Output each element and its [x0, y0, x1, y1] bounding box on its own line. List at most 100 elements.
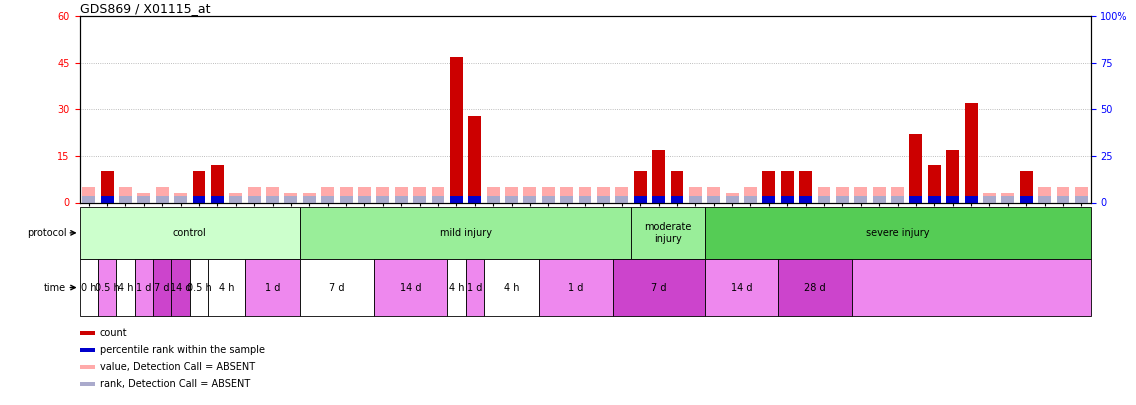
- Bar: [540, 259, 612, 316]
- Bar: [172, 259, 190, 316]
- Bar: [245, 259, 300, 316]
- Bar: [506, 187, 518, 202]
- Bar: [450, 196, 462, 202]
- Bar: [82, 196, 95, 202]
- Bar: [174, 196, 187, 202]
- Bar: [248, 187, 260, 202]
- Bar: [854, 187, 867, 202]
- Text: 1 d: 1 d: [467, 283, 483, 292]
- Bar: [578, 196, 592, 202]
- Text: 0.5 h: 0.5 h: [186, 283, 211, 292]
- Text: rank, Detection Call = ABSENT: rank, Detection Call = ABSENT: [100, 379, 250, 389]
- Bar: [1002, 196, 1014, 202]
- Bar: [211, 196, 224, 202]
- Bar: [928, 165, 941, 202]
- Bar: [450, 57, 462, 202]
- Bar: [300, 207, 630, 259]
- Bar: [303, 193, 316, 202]
- Bar: [578, 187, 592, 202]
- Bar: [1075, 187, 1088, 202]
- Bar: [946, 196, 959, 202]
- Text: 14 d: 14 d: [400, 283, 421, 292]
- Bar: [80, 382, 95, 386]
- Bar: [80, 348, 95, 352]
- Bar: [1020, 196, 1033, 202]
- Bar: [116, 259, 135, 316]
- Bar: [1002, 193, 1014, 202]
- Bar: [612, 259, 704, 316]
- Text: 0.5 h: 0.5 h: [94, 283, 119, 292]
- Bar: [708, 196, 720, 202]
- Bar: [872, 196, 886, 202]
- Bar: [395, 196, 408, 202]
- Bar: [156, 196, 168, 202]
- Text: severe injury: severe injury: [866, 228, 929, 238]
- Text: 1 d: 1 d: [568, 283, 584, 292]
- Bar: [704, 207, 1091, 259]
- Bar: [98, 259, 116, 316]
- Bar: [854, 196, 867, 202]
- Bar: [229, 196, 242, 202]
- Bar: [321, 187, 334, 202]
- Bar: [688, 196, 702, 202]
- Text: count: count: [100, 328, 127, 338]
- Bar: [448, 259, 466, 316]
- Bar: [872, 187, 886, 202]
- Bar: [376, 196, 390, 202]
- Text: GDS869 / X01115_at: GDS869 / X01115_at: [80, 2, 210, 15]
- Bar: [266, 187, 279, 202]
- Bar: [303, 196, 316, 202]
- Bar: [652, 196, 665, 202]
- Bar: [193, 171, 206, 202]
- Bar: [630, 207, 704, 259]
- Bar: [266, 196, 279, 202]
- Bar: [652, 150, 665, 202]
- Bar: [395, 187, 408, 202]
- Bar: [726, 193, 738, 202]
- Bar: [616, 196, 628, 202]
- Bar: [542, 196, 554, 202]
- Bar: [174, 193, 187, 202]
- Bar: [800, 171, 812, 202]
- Text: 4 h: 4 h: [219, 283, 234, 292]
- Bar: [818, 187, 830, 202]
- Bar: [82, 187, 95, 202]
- Bar: [1075, 196, 1088, 202]
- Bar: [486, 196, 500, 202]
- Bar: [414, 196, 426, 202]
- Bar: [1020, 171, 1033, 202]
- Bar: [780, 171, 794, 202]
- Bar: [358, 196, 370, 202]
- Bar: [284, 193, 298, 202]
- Bar: [983, 193, 996, 202]
- Text: 0 h: 0 h: [81, 283, 97, 292]
- Bar: [506, 196, 518, 202]
- Bar: [708, 187, 720, 202]
- Bar: [358, 187, 370, 202]
- Bar: [137, 193, 150, 202]
- Bar: [836, 196, 849, 202]
- Bar: [101, 196, 114, 202]
- Bar: [321, 196, 334, 202]
- Bar: [542, 187, 554, 202]
- Bar: [524, 196, 536, 202]
- Bar: [744, 196, 757, 202]
- Bar: [910, 134, 922, 202]
- Bar: [1038, 187, 1051, 202]
- Bar: [946, 150, 959, 202]
- Bar: [468, 115, 482, 202]
- Bar: [340, 187, 352, 202]
- Bar: [762, 171, 775, 202]
- Text: time: time: [44, 283, 66, 292]
- Text: protocol: protocol: [27, 228, 66, 238]
- Text: value, Detection Call = ABSENT: value, Detection Call = ABSENT: [100, 362, 254, 372]
- Bar: [634, 171, 646, 202]
- Bar: [486, 187, 500, 202]
- Bar: [119, 187, 132, 202]
- Bar: [190, 259, 208, 316]
- Text: 28 d: 28 d: [804, 283, 826, 292]
- Bar: [964, 103, 977, 202]
- Bar: [928, 196, 941, 202]
- Bar: [836, 187, 849, 202]
- Text: mild injury: mild injury: [440, 228, 492, 238]
